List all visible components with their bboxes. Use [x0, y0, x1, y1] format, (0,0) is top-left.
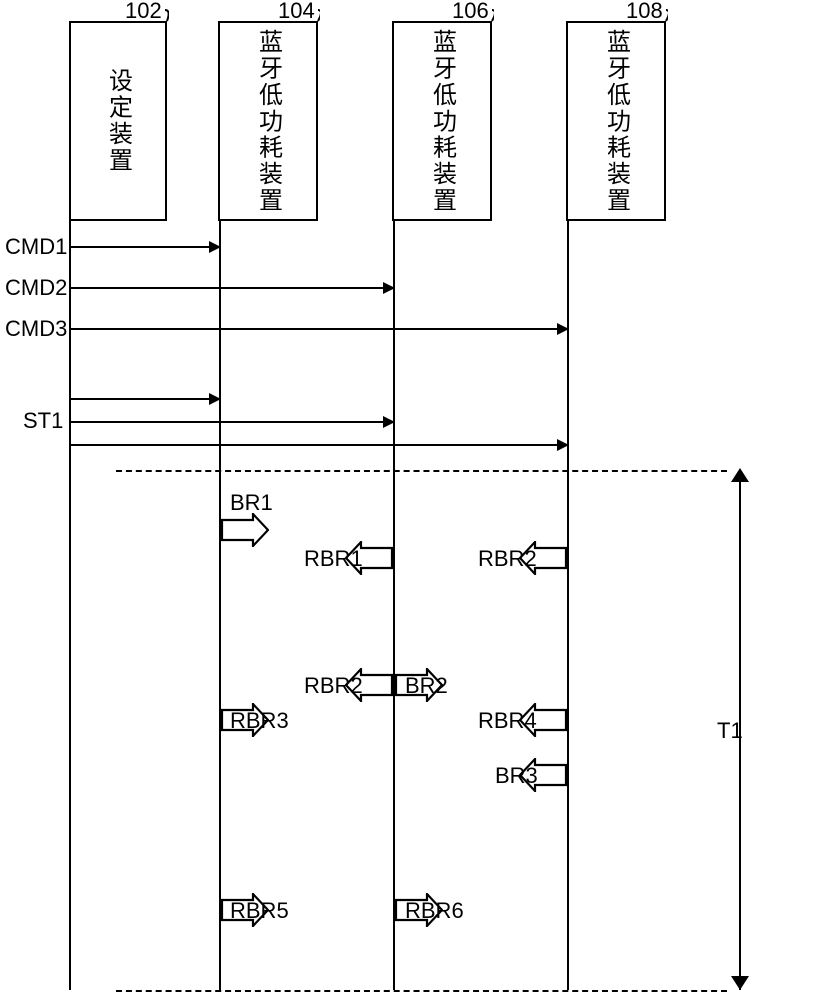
label-cmd3: CMD3: [5, 316, 67, 342]
label-br1-0: BR1: [230, 490, 273, 516]
arrow-st1-3: [70, 444, 568, 446]
t1-cap-bottom: [731, 976, 749, 992]
ref-102: 102: [125, 0, 162, 24]
ref-connector: [316, 8, 320, 23]
label-rbr3-5: RBR3: [230, 708, 289, 734]
device-box-106: 蓝牙低功耗装置: [392, 21, 492, 221]
lifeline-104: [219, 221, 221, 990]
device-box-102: 设定装置: [69, 21, 167, 221]
label-br3-7: BR3: [495, 763, 538, 789]
ref-106: 106: [452, 0, 489, 24]
arrow-cmd1: [70, 246, 220, 248]
label-br2-4: BR2: [405, 673, 448, 699]
label-rbr4-6: RBR4: [478, 708, 537, 734]
label-rbr2-2: RBR2: [478, 546, 537, 572]
lifeline-108: [567, 221, 569, 990]
t1-label: T1: [717, 718, 743, 744]
device-box-104: 蓝牙低功耗装置: [218, 21, 318, 221]
label-cmd1: CMD1: [5, 234, 67, 260]
device-label: 蓝牙低功耗装置: [599, 29, 634, 214]
device-label: 蓝牙低功耗装置: [251, 29, 286, 214]
block-arrow-br1-0: [221, 513, 269, 547]
arrow-st1-2: [70, 421, 394, 423]
device-box-108: 蓝牙低功耗装置: [566, 21, 666, 221]
lifeline-102: [69, 221, 71, 990]
device-label: 蓝牙低功耗装置: [425, 29, 460, 214]
ref-connector: [490, 8, 494, 23]
ref-104: 104: [278, 0, 315, 24]
lifeline-106: [393, 221, 395, 990]
label-rbr6-9: RBR6: [405, 898, 464, 924]
label-rbr5-8: RBR5: [230, 898, 289, 924]
arrow-cmd3: [70, 328, 568, 330]
ref-connector: [163, 8, 169, 23]
dash-bottom: [116, 990, 727, 992]
label-rbr2-3: RBR2: [304, 673, 363, 699]
device-label: 设定装置: [101, 68, 136, 174]
ref-connector: [664, 8, 668, 23]
label-st1: ST1: [23, 408, 63, 434]
dash-top: [116, 470, 727, 472]
t1-cap-top: [731, 468, 749, 484]
label-rbr1-1: RBR1: [304, 546, 363, 572]
label-cmd2: CMD2: [5, 275, 67, 301]
arrow-st1-1: [70, 398, 220, 400]
ref-108: 108: [626, 0, 663, 24]
arrow-cmd2: [70, 287, 394, 289]
